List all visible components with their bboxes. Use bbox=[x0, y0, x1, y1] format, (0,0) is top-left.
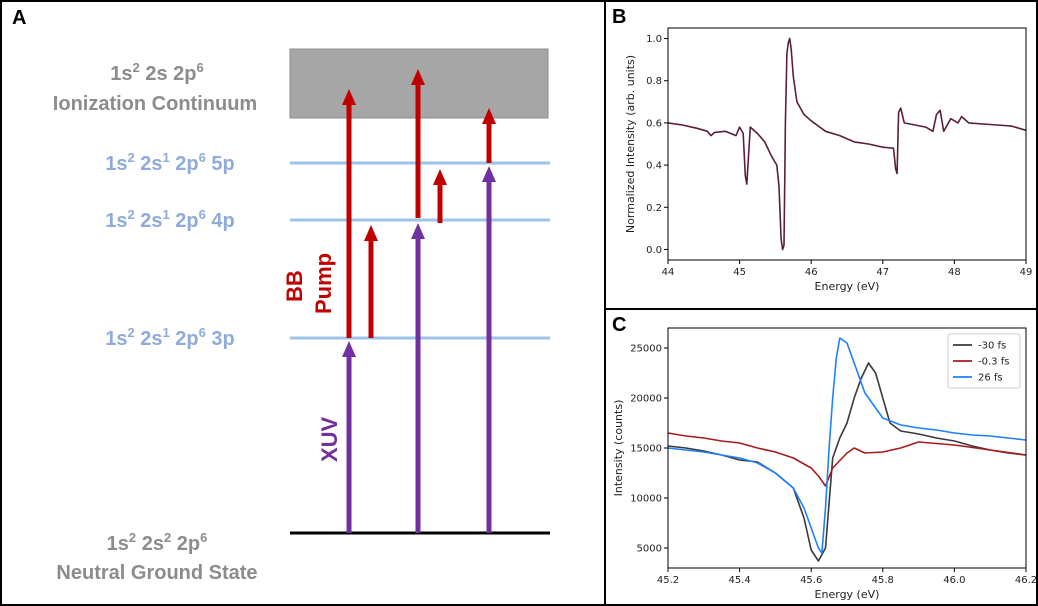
plot-frame bbox=[667, 27, 1027, 261]
x-tick-label: 48 bbox=[948, 267, 961, 278]
y-tick-label: 0.0 bbox=[646, 245, 662, 256]
y-axis-label: Normalized Intensity (arb. units) bbox=[624, 55, 637, 233]
x-tick-label: 45.8 bbox=[872, 575, 894, 586]
y-tick-label: 15000 bbox=[630, 444, 662, 455]
x-tick-label: 46 bbox=[805, 267, 818, 278]
y-tick-label: 25000 bbox=[630, 344, 662, 355]
x-axis-label: Energy (eV) bbox=[815, 280, 880, 293]
y-tick-label: 10000 bbox=[630, 494, 662, 505]
y-tick-label: 1.0 bbox=[646, 34, 662, 45]
time-resolved-spectrum-panel: C 45.2 45.4 45.6 45.8 46.0 46.2 5000 10000 15000… bbox=[604, 308, 1038, 606]
y-tick-label: 0.2 bbox=[646, 203, 662, 214]
x-tick-label: 45.6 bbox=[800, 575, 822, 586]
x-tick-label: 45.4 bbox=[728, 575, 750, 586]
continuum-config-label: 1s2 2s 2p6 bbox=[110, 60, 203, 85]
x-tick-label: 45 bbox=[733, 267, 746, 278]
panel-b-label: B bbox=[612, 6, 627, 28]
x-tick-label: 44 bbox=[662, 267, 675, 278]
legend-box bbox=[947, 333, 1021, 389]
normalized-spectrum-chart: 44 45 46 47 48 49 0.0 0.2 0.4 0.6 0.8 1.0 Energy (eV… bbox=[624, 27, 1033, 293]
x-axis-label: Energy (eV) bbox=[815, 588, 880, 601]
time-resolved-spectrum-chart: 45.2 45.4 45.6 45.8 46.0 46.2 5000 10000 15000 20… bbox=[612, 327, 1036, 601]
series-line-1 bbox=[667, 37, 1027, 251]
energy-level-diagram: 1s2 2s 2p6 Ionization Continuum 1s2 2s1 … bbox=[53, 48, 550, 584]
continuum-name-label: Ionization Continuum bbox=[53, 93, 257, 115]
xuv-label: XUV bbox=[317, 416, 342, 462]
x-tick-label: 46.0 bbox=[943, 575, 965, 586]
pump-label: Pump bbox=[311, 253, 336, 314]
x-tick-label: 47 bbox=[876, 267, 889, 278]
normalized-spectrum-panel: B 44 45 46 47 48 49 0.0 0.2 0.4 0.6 0.8 1.0 Energy (… bbox=[604, 0, 1038, 310]
y-tick-label: 0.6 bbox=[646, 118, 662, 129]
level-3p-label: 1s2 2s1 2p6 3p bbox=[105, 325, 235, 350]
level-4p-label: 1s2 2s1 2p6 4p bbox=[105, 207, 235, 232]
ground-name-label: Neutral Ground State bbox=[56, 562, 257, 584]
ground-config-label: 1s2 2s2 2p6 bbox=[107, 530, 208, 555]
energy-level-diagram-panel: A 1s2 2s 2p6 Ionization Continuum bbox=[0, 0, 606, 606]
y-tick-label: 5000 bbox=[637, 544, 662, 555]
level-5p-label: 1s2 2s1 2p6 5p bbox=[105, 150, 235, 175]
bb-label: BB bbox=[282, 270, 307, 302]
y-tick-label: 20000 bbox=[630, 394, 662, 405]
panel-c-label: C bbox=[612, 314, 627, 336]
y-tick-label: 0.8 bbox=[646, 76, 662, 87]
legend-label: -30 fs bbox=[978, 341, 1006, 352]
series-line-03fs bbox=[667, 432, 1027, 487]
legend-label: -0.3 fs bbox=[978, 357, 1009, 368]
x-tick-label: 49 bbox=[1020, 267, 1033, 278]
y-tick-label: 0.4 bbox=[646, 161, 662, 172]
x-tick-label: 46.2 bbox=[1015, 575, 1036, 586]
y-axis-label: Intensity (counts) bbox=[612, 400, 625, 497]
x-tick-label: 45.2 bbox=[657, 575, 679, 586]
series-line-26fs bbox=[667, 337, 1027, 554]
panel-a-label: A bbox=[12, 7, 27, 29]
series-line-30fs bbox=[667, 362, 1027, 562]
legend-label: 26 fs bbox=[978, 373, 1003, 384]
